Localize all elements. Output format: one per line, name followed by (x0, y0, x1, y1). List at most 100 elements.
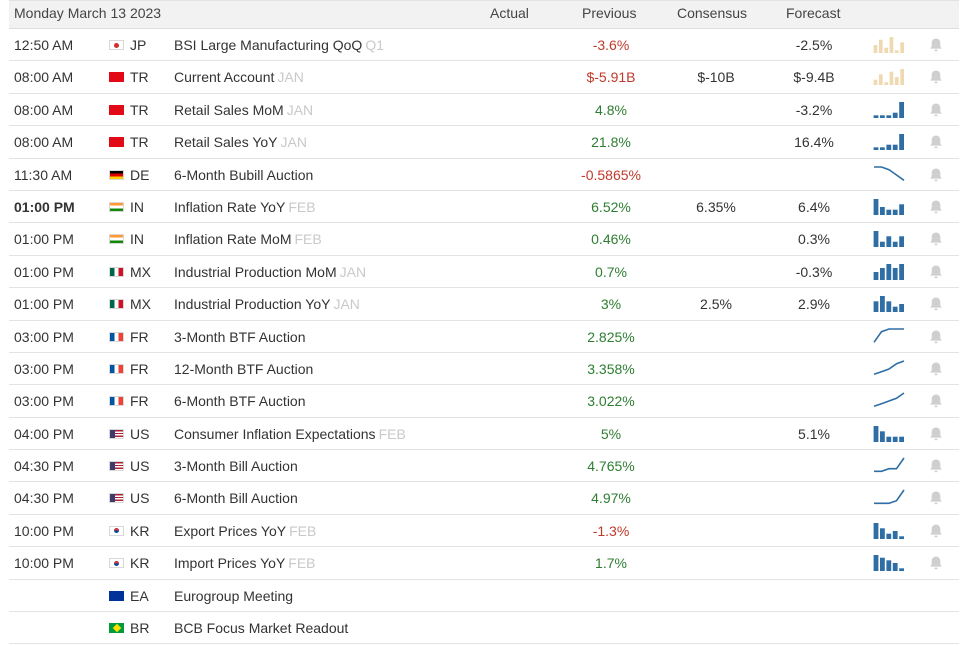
calendar-row[interactable]: 03:00 PM FR 3-Month BTF Auction 2.825% (9, 321, 959, 353)
calendar-row[interactable]: 12:50 AM JP BSI Large Manufacturing QoQ Q1 -… (9, 29, 959, 62)
bell-icon[interactable] (928, 231, 944, 247)
event-name[interactable]: 3-Month BTF Auction (174, 328, 306, 345)
bell-icon[interactable] (928, 37, 944, 53)
bell-icon[interactable] (928, 296, 944, 312)
bell-icon[interactable] (928, 329, 944, 345)
sparkline-chart[interactable] (873, 488, 905, 508)
calendar-row[interactable]: 10:00 PM KR Export Prices YoY FEB -1.3% (9, 515, 959, 548)
calendar-row[interactable]: 04:30 PM US 6-Month Bill Auction 4.97% (9, 482, 959, 515)
event-name-link[interactable]: Industrial Production YoY JAN (174, 296, 360, 312)
event-name[interactable]: Export Prices YoY (174, 522, 287, 539)
sparkline-chart[interactable] (873, 553, 905, 573)
event-name[interactable]: BCB Focus Market Readout (174, 620, 349, 637)
event-name-link[interactable]: Inflation Rate MoM FEB (174, 231, 322, 247)
event-name[interactable]: 3-Month Bill Auction (174, 458, 298, 475)
bell-icon[interactable] (928, 523, 944, 539)
event-time: 01:00 PM (14, 296, 74, 313)
bell-icon[interactable] (928, 426, 944, 442)
calendar-row[interactable]: 08:00 AM TR Retail Sales MoM JAN 4.8% -3.2% (9, 94, 959, 127)
event-name[interactable]: BSI Large Manufacturing QoQ (174, 37, 363, 53)
calendar-row[interactable]: 11:30 AM DE 6-Month Bubill Auction -0.5865% (9, 159, 959, 191)
event-name[interactable]: 12-Month BTF Auction (174, 360, 314, 377)
sparkline-chart[interactable] (873, 359, 905, 379)
col-actual-header[interactable]: Actual (490, 5, 529, 21)
col-forecast-header[interactable]: Forecast (786, 5, 841, 21)
sparkline-chart[interactable] (873, 424, 905, 444)
bell-icon[interactable] (928, 361, 944, 377)
event-name[interactable]: Industrial Production YoY (174, 296, 331, 313)
event-name[interactable]: Consumer Inflation Expectations (174, 425, 376, 442)
event-name-link[interactable]: Inflation Rate YoY FEB (174, 199, 316, 215)
event-name[interactable]: Inflation Rate YoY (174, 198, 286, 215)
event-name[interactable]: 6-Month Bill Auction (174, 490, 298, 507)
col-consensus-header[interactable]: Consensus (677, 5, 748, 21)
event-name-link[interactable]: Retail Sales YoY JAN (174, 134, 307, 150)
sparkline-chart[interactable] (873, 229, 905, 249)
event-name[interactable]: 6-Month Bubill Auction (174, 166, 314, 183)
calendar-row[interactable]: 01:00 PM MX Industrial Production MoM JAN 0.… (9, 256, 959, 289)
sparkline-chart[interactable] (873, 456, 905, 476)
event-name[interactable]: Inflation Rate MoM (174, 231, 292, 248)
sparkline-chart[interactable] (873, 327, 905, 347)
sparkline-chart[interactable] (873, 35, 905, 55)
sparkline-chart[interactable] (873, 132, 905, 152)
event-name-link[interactable]: Industrial Production MoM JAN (174, 264, 366, 280)
calendar-row[interactable]: 03:00 PM FR 6-Month BTF Auction 3.022% (9, 385, 959, 418)
event-name-link[interactable]: Export Prices YoY FEB (174, 523, 316, 539)
calendar-row[interactable]: 01:00 PM MX Industrial Production YoY JAN 3%… (9, 288, 959, 321)
event-name[interactable]: Retail Sales YoY (174, 134, 278, 151)
event-name[interactable]: Current Account (174, 69, 275, 86)
bell-icon[interactable] (928, 167, 944, 183)
event-name[interactable]: Retail Sales MoM (174, 101, 284, 118)
event-name[interactable]: 6-Month BTF Auction (174, 393, 306, 410)
sparkline-chart[interactable] (873, 165, 905, 185)
event-name[interactable]: Eurogroup Meeting (174, 587, 294, 604)
bell-icon[interactable] (928, 458, 944, 474)
event-name-link[interactable]: Retail Sales MoM JAN (174, 102, 313, 118)
bell-icon[interactable] (928, 555, 944, 571)
sparkline-chart[interactable] (873, 391, 905, 411)
previous-value: 5% (600, 425, 622, 442)
event-name-link[interactable]: Consumer Inflation Expectations FEB (174, 426, 406, 442)
bell-icon[interactable] (928, 134, 944, 150)
calendar-row[interactable]: 01:00 PM IN Inflation Rate YoY FEB 6.52% 6.35… (9, 191, 959, 224)
bell-icon[interactable] (928, 69, 944, 85)
calendar-row[interactable]: 10:00 PM KR Import Prices YoY FEB 1.7% (9, 547, 959, 580)
event-name-link[interactable]: Current Account JAN (174, 69, 304, 85)
event-name-link[interactable]: 6-Month BTF Auction (174, 393, 306, 409)
event-name[interactable]: Import Prices YoY (174, 555, 286, 572)
sparkline-chart[interactable] (873, 262, 905, 282)
col-previous-header[interactable]: Previous (582, 5, 637, 21)
bell-icon[interactable] (928, 199, 944, 215)
event-name-link[interactable]: 3-Month Bill Auction (174, 458, 298, 474)
calendar-row[interactable]: 08:00 AM TR Current Account JAN $-5.91B $-10B… (9, 61, 959, 94)
bell-icon[interactable] (928, 102, 944, 118)
event-name-link[interactable]: 12-Month BTF Auction (174, 361, 313, 377)
bell-icon[interactable] (928, 490, 944, 506)
calendar-row[interactable]: 01:00 PM IN Inflation Rate MoM FEB 0.46% 0.3% (9, 223, 959, 256)
event-name-link[interactable]: BSI Large Manufacturing QoQ Q1 (174, 37, 384, 53)
calendar-row[interactable]: 04:00 PM US Consumer Inflation Expectation… (9, 418, 959, 451)
event-time: 03:00 PM (14, 328, 74, 345)
event-name-link[interactable]: Eurogroup Meeting (174, 588, 293, 604)
country-flag-us-icon (109, 493, 124, 504)
calendar-row[interactable]: BR BCB Focus Market Readout (9, 612, 959, 645)
event-name[interactable]: Industrial Production MoM (174, 263, 337, 280)
sparkline-bar (899, 101, 904, 118)
calendar-row[interactable]: 03:00 PM FR 12-Month BTF Auction 3.358% (9, 353, 959, 386)
calendar-row[interactable]: 04:30 PM US 3-Month Bill Auction 4.765% (9, 450, 959, 483)
event-name-link[interactable]: BCB Focus Market Readout (174, 620, 348, 636)
event-name-link[interactable]: 6-Month Bill Auction (174, 490, 298, 506)
sparkline-chart[interactable] (873, 521, 905, 541)
sparkline-chart[interactable] (873, 294, 905, 314)
event-name-link[interactable]: 6-Month Bubill Auction (174, 167, 313, 183)
sparkline-chart[interactable] (873, 197, 905, 217)
event-name-link[interactable]: Import Prices YoY FEB (174, 555, 316, 571)
sparkline-chart[interactable] (873, 100, 905, 120)
bell-icon[interactable] (928, 264, 944, 280)
bell-icon[interactable] (928, 393, 944, 409)
sparkline-chart[interactable] (873, 67, 905, 87)
calendar-row[interactable]: EA Eurogroup Meeting (9, 580, 959, 613)
calendar-row[interactable]: 08:00 AM TR Retail Sales YoY JAN 21.8% 16.4% (9, 126, 959, 159)
event-name-link[interactable]: 3-Month BTF Auction (174, 329, 306, 345)
